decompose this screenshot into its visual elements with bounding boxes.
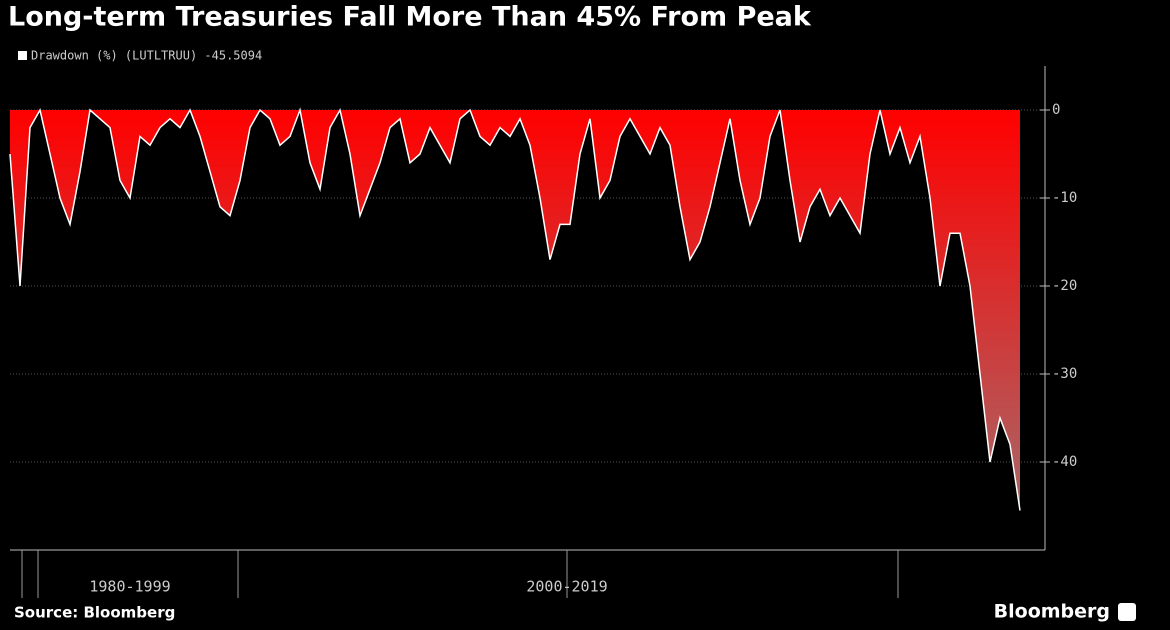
x-group-label: 1980-1999	[89, 578, 170, 596]
chart-title: Long-term Treasuries Fall More Than 45% …	[8, 2, 812, 33]
y-tick-label: -40	[1052, 454, 1077, 470]
legend-label: Drawdown (%) (LUTLTRUU) -45.5094	[31, 49, 262, 63]
y-tick-label: 0	[1052, 102, 1060, 118]
y-tick-label: -10	[1052, 190, 1077, 206]
x-group-label: 2000-2019	[526, 578, 607, 596]
source: Source: Bloomberg	[14, 604, 175, 622]
brand-icon	[1118, 603, 1136, 621]
legend-swatch	[18, 51, 27, 60]
brand: Bloomberg	[994, 601, 1110, 623]
y-tick-label: -20	[1052, 278, 1077, 294]
line	[9, 107, 1021, 511]
y-tick-label: -30	[1052, 366, 1077, 382]
